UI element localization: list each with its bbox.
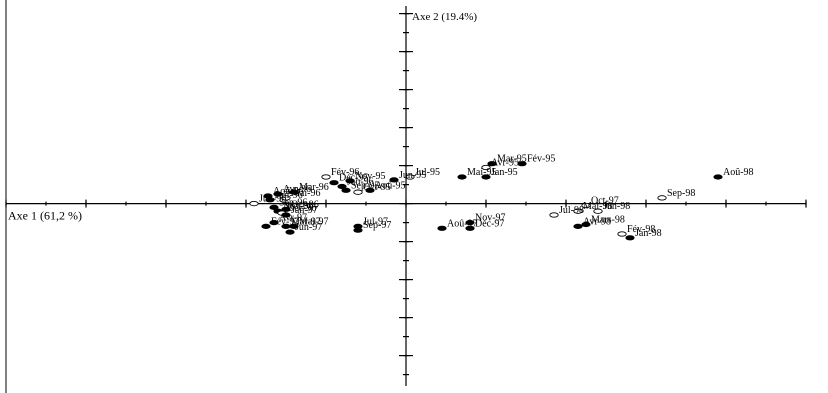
data-label: Mar-96 [299,182,329,193]
x-axis-title: Axe 1 (61,2 %) [8,209,82,223]
data-point [437,225,447,231]
data-label: Déc-95 [339,173,368,184]
data-point [517,161,527,167]
data-label: Jun-97 [295,222,322,233]
data-label: Jun-96 [259,194,286,205]
data-label: Mai-97 [299,216,328,227]
data-label: Oct-96 [291,199,319,210]
data-label: Jan-98 [635,228,662,239]
data-label: Mar-97 [291,216,321,227]
data-point [285,229,295,235]
data-label: Oct-95 [363,182,391,193]
data-label: Aoû-95 [375,180,406,191]
data-label: Jan-95 [491,167,518,178]
data-point [345,178,355,184]
data-point [465,220,475,226]
data-point [321,174,331,180]
data-label: Aoû-97 [447,218,478,229]
data-label: Fév-95 [527,154,555,165]
data-point [713,174,723,180]
data-point [657,195,667,201]
data-point [269,204,279,210]
y-axis-title: Axe 2 (19.4%) [412,11,477,23]
data-point [573,208,583,214]
data-label: Avr-98 [583,216,611,227]
data-point [281,212,291,218]
data-point [487,161,497,167]
data-label: Jun-98 [603,201,630,212]
data-point [263,193,273,199]
axes [5,6,807,386]
data-label: Déc-97 [475,218,504,229]
data-point [593,208,603,214]
data-label: Sep-96 [279,197,307,208]
data-label: Nov-97 [475,213,506,224]
data-point [281,195,291,201]
data-label: Sep-97 [363,220,391,231]
data-label: Aoû-96 [273,186,304,197]
data-point [549,212,559,218]
data-label: Jul-98 [559,205,584,216]
data-label: Jul-97 [363,216,388,227]
data-point [329,180,339,186]
data-label: Fév-97 [271,216,299,227]
data-label: Mar-95 [497,154,527,165]
data-point [481,174,491,180]
data-label: Nov-95 [355,171,386,182]
data-point [389,177,399,183]
data-label: Mai-95 [467,167,496,178]
data-point [465,225,475,231]
data-point [365,187,375,193]
data-label: Mars-98 [591,215,625,226]
data-point [249,200,259,207]
data-point [625,235,635,241]
data-label: Mai-96 [291,188,320,199]
data-point [289,189,299,195]
data-label: Sep-98 [667,188,695,199]
data-label: Avr-97 [279,213,307,224]
data-label: Avr-95 [491,158,519,169]
data-point [581,202,591,209]
data-label: Jan-96 [347,177,374,188]
data-label: Fév-98 [627,224,655,235]
data-label: Jul-95 [415,167,440,178]
data-label: Jan-97 [291,205,318,216]
data-points [249,161,723,241]
data-point [457,174,467,180]
data-point [481,164,491,171]
data-label: Juil-96 [275,190,303,201]
data-point [341,187,351,193]
data-point [337,183,347,190]
data-point [261,223,271,229]
data-point [573,223,583,229]
data-label: Avr-96 [283,184,311,195]
data-point [353,227,363,233]
data-point [353,189,363,195]
data-label: Oct-97 [591,196,619,207]
data-label: Aoû-98 [723,167,754,178]
data-point [273,191,283,197]
data-label: Mai-98 [583,201,612,212]
data-label: Fév-96 [331,167,359,178]
data-point [617,231,627,237]
data-label: Nov-96 [283,201,314,212]
data-point [581,221,591,228]
data-label: Jun-95 [399,170,426,181]
data-label: Déc-96 [287,203,316,214]
data-label: Sep-95 [351,180,379,191]
data-point [405,174,415,180]
data-point [269,220,279,226]
data-point [289,223,299,229]
